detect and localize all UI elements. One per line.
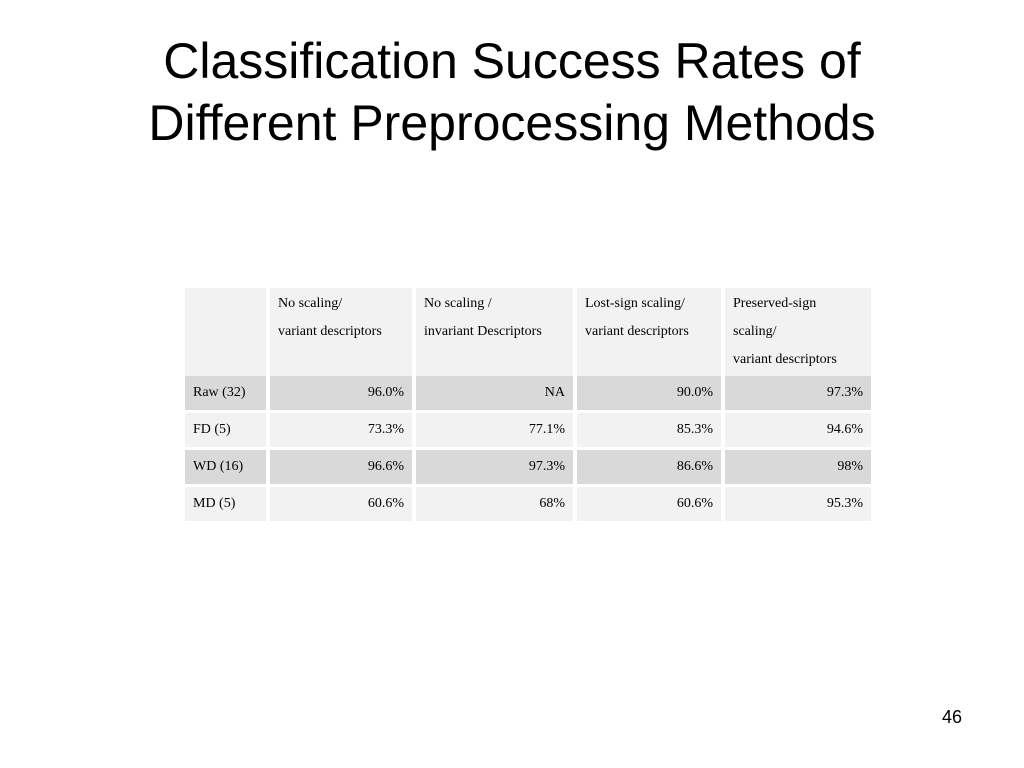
results-table: No scaling/ variant descriptors No scali… (181, 288, 875, 521)
page-number: 46 (941, 707, 962, 727)
row-label: MD (5) (185, 484, 266, 521)
results-table-container: No scaling/ variant descriptors No scali… (185, 288, 875, 521)
table-row: WD (16) 96.6% 97.3% 86.6% 98% (185, 447, 871, 484)
table-cell: 77.1% (416, 410, 573, 447)
table-cell: 60.6% (577, 484, 721, 521)
slide-title-line-1: Classification Success Rates of (163, 33, 861, 89)
table-cell: 94.6% (725, 410, 871, 447)
header-cell-empty (185, 288, 266, 376)
table-cell: 86.6% (577, 447, 721, 484)
header-line: variant descriptors (585, 324, 689, 339)
table-cell: 97.3% (725, 376, 871, 410)
row-label: FD (5) (185, 410, 266, 447)
slide-title-line-2: Different Preprocessing Methods (148, 95, 876, 151)
header-cell-lost-sign-scaling: Lost-sign scaling/ variant descriptors (577, 288, 721, 376)
header-line: Lost-sign scaling/ (585, 296, 685, 311)
table-cell: 73.3% (270, 410, 412, 447)
row-label: Raw (32) (185, 376, 266, 410)
slide-title: Classification Success Rates of Differen… (0, 30, 1024, 154)
header-line: variant descriptors (733, 352, 837, 367)
table-cell: 96.6% (270, 447, 412, 484)
table-cell: 98% (725, 447, 871, 484)
row-label: WD (16) (185, 447, 266, 484)
header-line: scaling/ (733, 324, 777, 339)
table-row: MD (5) 60.6% 68% 60.6% 95.3% (185, 484, 871, 521)
header-cell-no-scaling-invariant: No scaling / invariant Descriptors (416, 288, 573, 376)
header-cell-preserved-sign-scaling: Preserved-sign scaling/ variant descript… (725, 288, 871, 376)
table-cell: 90.0% (577, 376, 721, 410)
table-cell: 68% (416, 484, 573, 521)
header-line: Preserved-sign (733, 296, 817, 311)
header-line: No scaling / (424, 296, 492, 311)
table-cell: 96.0% (270, 376, 412, 410)
table-cell: 95.3% (725, 484, 871, 521)
table-cell: 85.3% (577, 410, 721, 447)
table-cell: 60.6% (270, 484, 412, 521)
table-cell: 97.3% (416, 447, 573, 484)
header-line: invariant Descriptors (424, 324, 542, 339)
table-header-row: No scaling/ variant descriptors No scali… (185, 288, 871, 376)
header-line: No scaling/ (278, 296, 343, 311)
table-row: Raw (32) 96.0% NA 90.0% 97.3% (185, 376, 871, 410)
table-cell: NA (416, 376, 573, 410)
header-line: variant descriptors (278, 324, 382, 339)
table-row: FD (5) 73.3% 77.1% 85.3% 94.6% (185, 410, 871, 447)
header-cell-no-scaling-variant: No scaling/ variant descriptors (270, 288, 412, 376)
